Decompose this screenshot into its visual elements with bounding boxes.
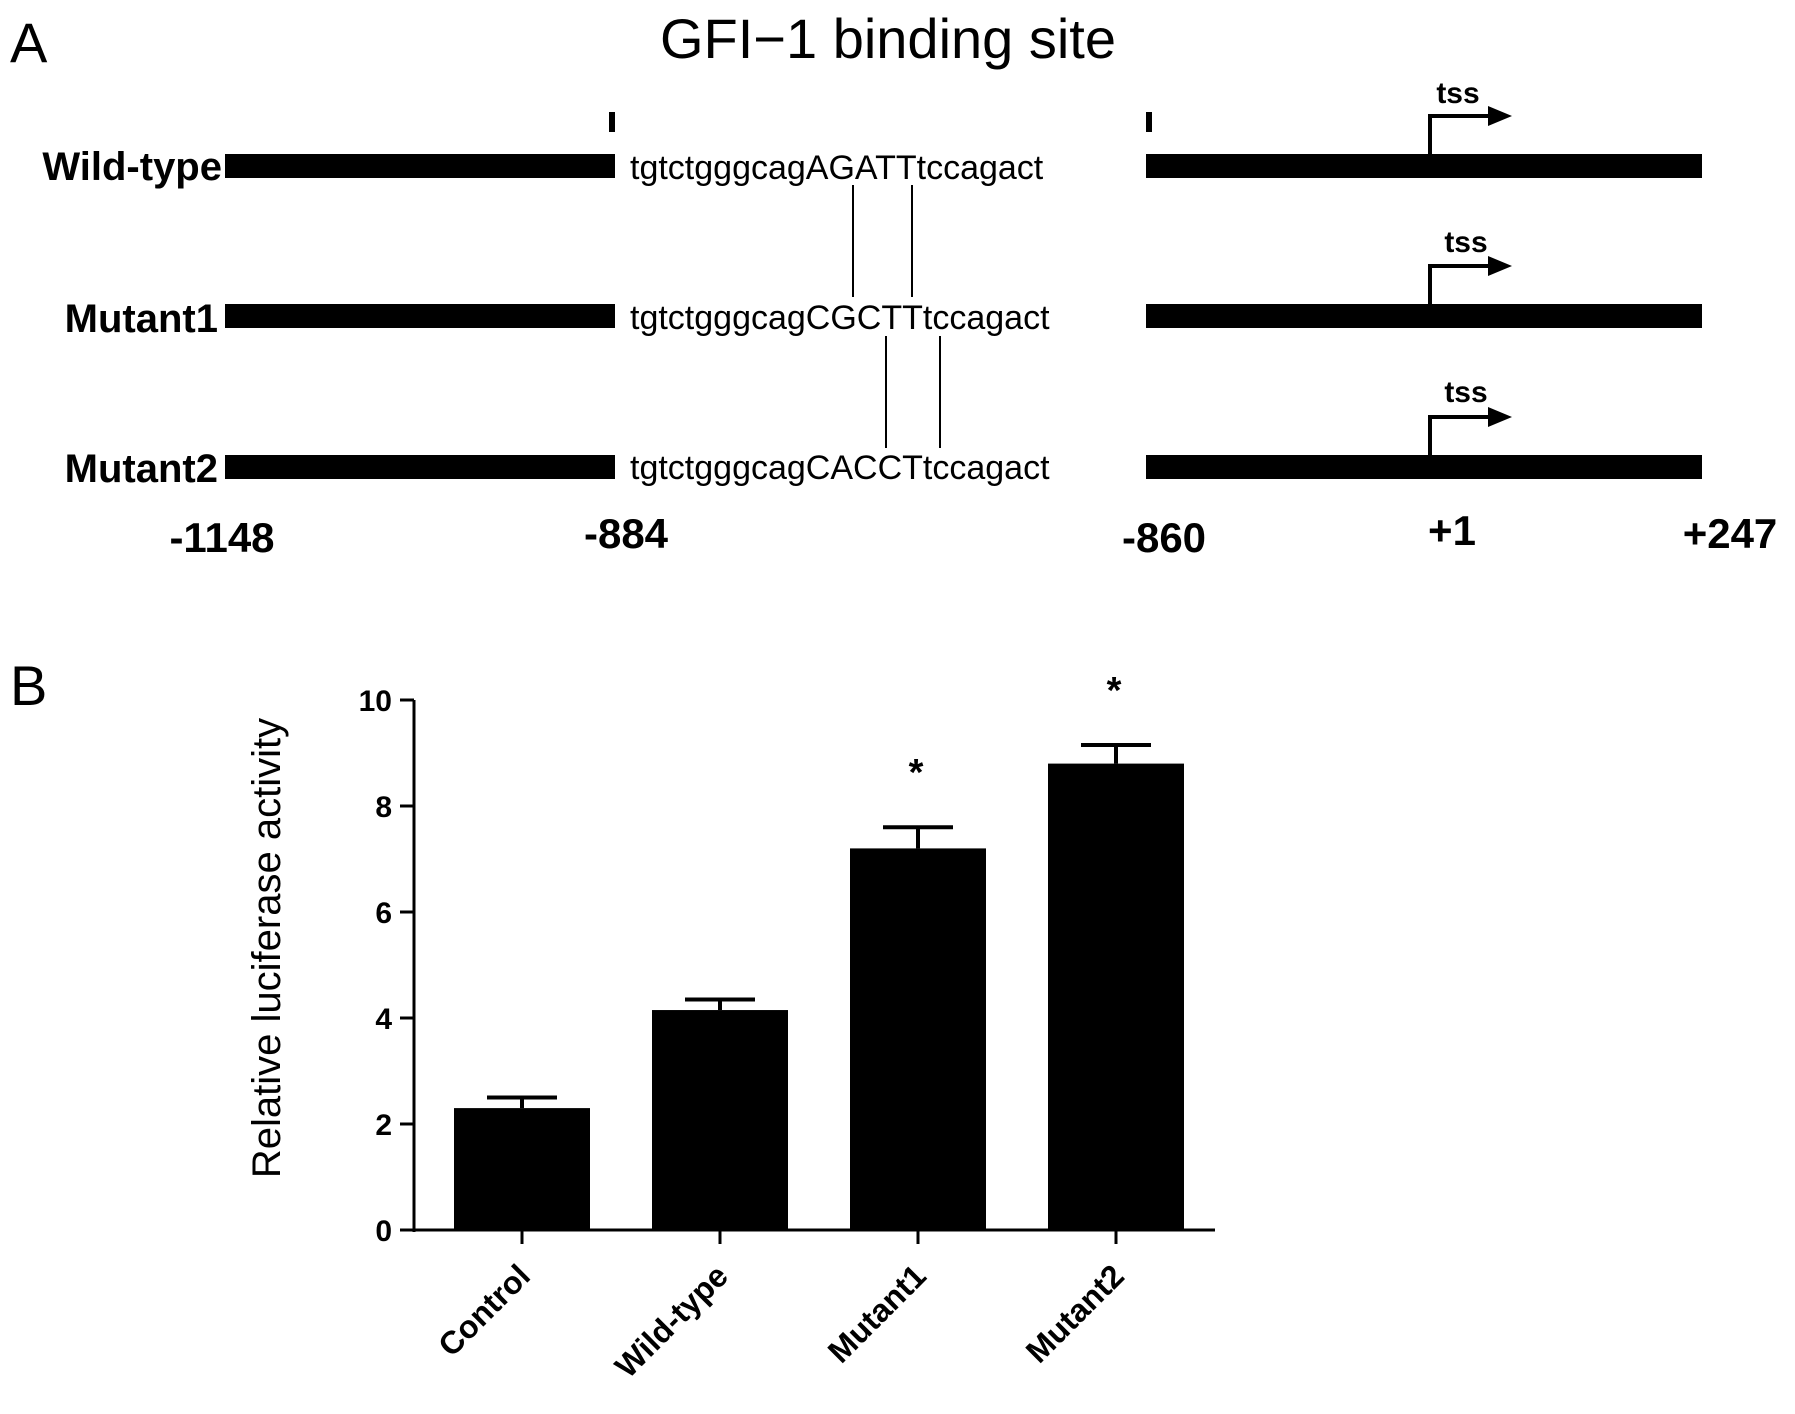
downstream-segment [1146, 154, 1702, 178]
upstream-segment [225, 304, 615, 328]
sequence-prefix: tgtctgggcag [630, 449, 806, 487]
row-label-wild-type: Wild-type [42, 145, 222, 189]
coordinate-label: -884 [584, 510, 669, 557]
tss-arrow [1428, 256, 1512, 304]
sequence-suffix: tccagact [923, 449, 1050, 487]
chart-bars: ** [454, 670, 1184, 1230]
tss-label: tss [1444, 226, 1487, 259]
boundary-tick-right [1146, 112, 1152, 132]
tss-arrow [1428, 106, 1512, 154]
coordinate-label: +247 [1683, 510, 1778, 557]
sequence-suffix: tccagact [917, 149, 1044, 187]
y-tick-label: 2 [375, 1109, 392, 1142]
y-tick-label: 4 [375, 1003, 392, 1036]
significance-marker: * [909, 752, 924, 794]
y-axis-label: Relative luciferase activity [245, 718, 289, 1178]
sequence-core: CGCTT [806, 299, 923, 337]
bar-mutant1 [850, 848, 986, 1230]
upstream-segment [225, 455, 615, 479]
upstream-segment [225, 154, 615, 178]
sequence-mutant2: tgtctgggcagCACCTtccagact [630, 449, 1050, 487]
y-tick-label: 0 [375, 1215, 392, 1248]
y-tick-label: 10 [359, 685, 392, 718]
sequence-suffix: tccagact [923, 299, 1050, 337]
coordinate-label: -860 [1122, 514, 1206, 561]
construct-row-wild-type: Wild-type tgtctgggcagAGATTtccagact tss [42, 77, 1702, 189]
sequence-prefix: tgtctgggcag [630, 149, 806, 187]
panel-b-letter: B [10, 654, 47, 717]
sequence-prefix: tgtctgggcag [630, 299, 806, 337]
bar-wild-type [652, 1010, 788, 1230]
x-category-label: Mutant1 [821, 1257, 933, 1369]
row-label-mutant1: Mutant1 [65, 297, 218, 341]
tss-arrow [1428, 407, 1512, 455]
y-tick-label: 8 [375, 791, 392, 824]
sequence-core: AGATT [806, 149, 917, 187]
bar-control [454, 1108, 590, 1230]
coordinate-label: +1 [1428, 507, 1476, 554]
sequence-mutant1: tgtctgggcagCGCTTtccagact [630, 299, 1050, 337]
x-category-label: Control [431, 1257, 537, 1363]
sequence-wild-type: tgtctgggcagAGATTtccagact [630, 149, 1044, 187]
tss-label: tss [1436, 77, 1479, 110]
significance-marker: * [1107, 670, 1122, 712]
x-category-label: Wild-type [608, 1257, 735, 1384]
tss-label: tss [1444, 376, 1487, 409]
coordinate-label: -1148 [169, 514, 274, 561]
bar-mutant2 [1048, 763, 1184, 1230]
y-tick-label: 6 [375, 897, 392, 930]
boundary-tick-left [609, 112, 615, 132]
construct-row-mutant2: Mutant2 tgtctgggcagCACCTtccagact tss [65, 376, 1702, 491]
row-label-mutant2: Mutant2 [65, 447, 218, 491]
sequence-core: CACCT [806, 449, 923, 487]
x-category-label: Mutant2 [1019, 1257, 1131, 1369]
downstream-segment [1146, 304, 1702, 328]
construct-row-mutant1: Mutant1 tgtctgggcagCGCTTtccagact tss [65, 226, 1702, 341]
panel-a-title: GFI−1 binding site [660, 7, 1116, 70]
panel-a-letter: A [10, 11, 48, 74]
downstream-segment [1146, 455, 1702, 479]
